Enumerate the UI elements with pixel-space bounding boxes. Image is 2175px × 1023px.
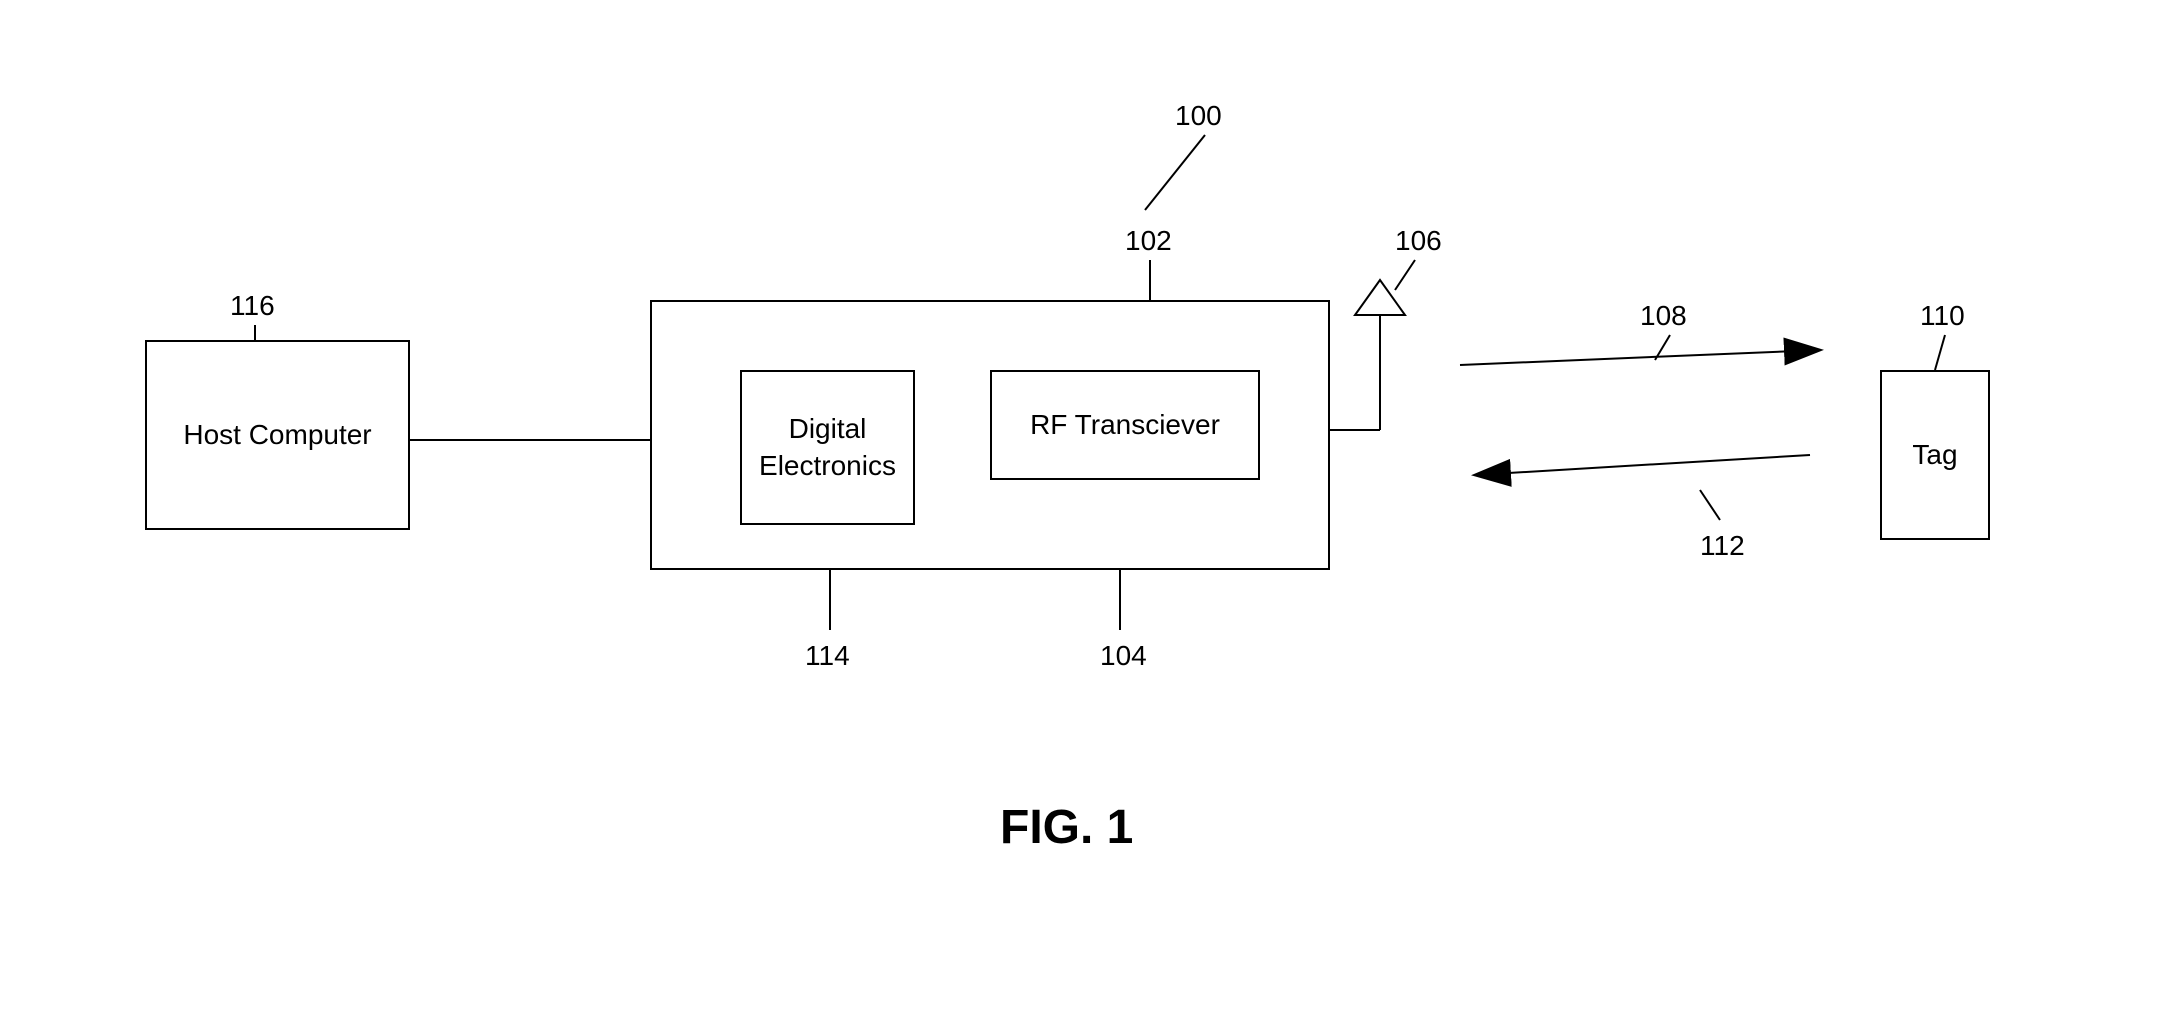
figure-title: FIG. 1 (1000, 800, 1133, 855)
ref-106-label: 106 (1395, 225, 1442, 257)
rf-transceiver-label: RF Transciever (1030, 409, 1220, 441)
ref-104-label: 104 (1100, 640, 1147, 672)
digital-electronics-box: Digital Electronics (740, 370, 915, 525)
ref-114-label: 114 (805, 640, 850, 672)
host-computer-label: Host Computer (183, 419, 371, 451)
ref-112-label: 112 (1700, 530, 1745, 562)
host-computer-box: Host Computer (145, 340, 410, 530)
tag-label: Tag (1912, 439, 1957, 471)
ref-116-label: 116 (230, 290, 275, 322)
ref-108-label: 108 (1640, 300, 1687, 332)
ref-100-label: 100 (1175, 100, 1222, 132)
digital-electronics-label: Digital Electronics (759, 411, 896, 484)
rf-transceiver-box: RF Transciever (990, 370, 1260, 480)
ref-102-label: 102 (1125, 225, 1172, 257)
ref-110-label: 110 (1920, 300, 1965, 332)
tag-box: Tag (1880, 370, 1990, 540)
